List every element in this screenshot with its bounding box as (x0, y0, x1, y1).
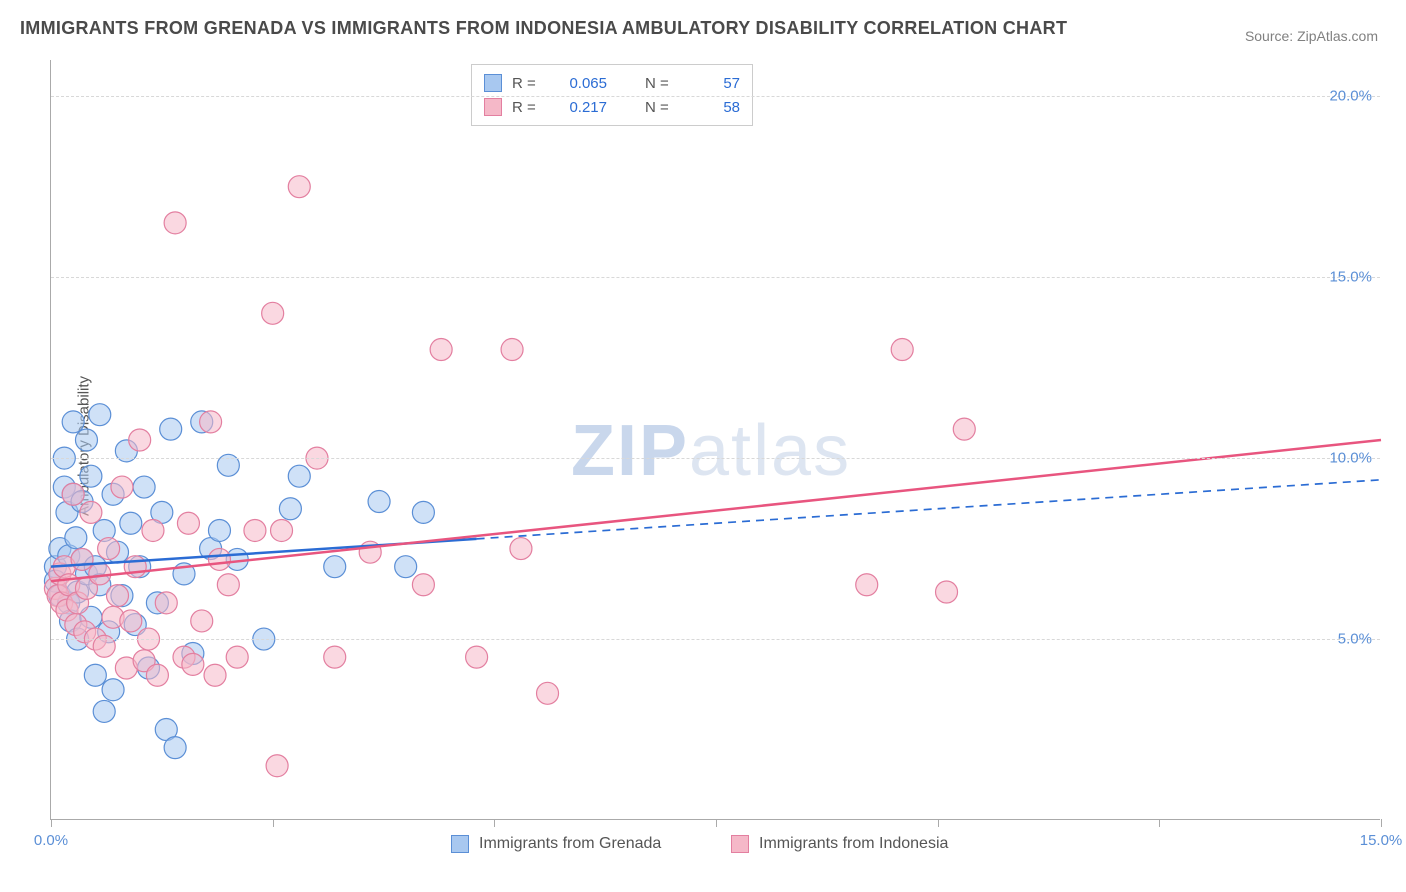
data-point (271, 519, 293, 541)
data-point (368, 491, 390, 513)
data-point (111, 476, 133, 498)
x-tick-label: 15.0% (1360, 832, 1403, 849)
legend-row: R = 0.217 N = 58 (484, 95, 740, 119)
trend-line (51, 440, 1381, 581)
legend-swatch (484, 74, 502, 92)
gridline (51, 458, 1380, 459)
data-point (412, 501, 434, 523)
data-point (133, 476, 155, 498)
data-point (142, 519, 164, 541)
source-text: Source: ZipAtlas.com (1245, 28, 1378, 44)
data-point (501, 339, 523, 361)
data-point (75, 429, 97, 451)
y-tick-label: 5.0% (1338, 631, 1372, 648)
x-tick (494, 819, 495, 827)
data-point (510, 538, 532, 560)
r-value: 0.065 (552, 75, 607, 92)
r-value: 0.217 (552, 99, 607, 116)
x-tick-label: 0.0% (34, 832, 68, 849)
gridline (51, 639, 1380, 640)
data-point (953, 418, 975, 440)
data-point (160, 418, 182, 440)
data-point (65, 527, 87, 549)
data-point (80, 501, 102, 523)
data-point (146, 664, 168, 686)
x-tick (1159, 819, 1160, 827)
x-tick (273, 819, 274, 827)
x-tick (51, 819, 52, 827)
y-tick-label: 10.0% (1329, 450, 1372, 467)
n-label: N = (645, 99, 675, 116)
n-value: 58 (685, 99, 740, 116)
legend-swatch (451, 835, 469, 853)
data-point (537, 682, 559, 704)
x-tick (938, 819, 939, 827)
data-point (191, 610, 213, 632)
data-point (62, 411, 84, 433)
data-point (288, 176, 310, 198)
data-point (324, 556, 346, 578)
data-point (217, 574, 239, 596)
legend-swatch (731, 835, 749, 853)
legend-series-2: Immigrants from Indonesia (731, 835, 948, 853)
y-tick-label: 20.0% (1329, 88, 1372, 105)
data-point (266, 755, 288, 777)
legend-swatch (484, 98, 502, 116)
data-point (98, 538, 120, 560)
data-point (279, 498, 301, 520)
data-point (395, 556, 417, 578)
data-point (204, 664, 226, 686)
data-point (129, 429, 151, 451)
data-point (102, 679, 124, 701)
data-point (120, 512, 142, 534)
data-point (89, 404, 111, 426)
data-point (226, 646, 248, 668)
x-tick (716, 819, 717, 827)
data-point (288, 465, 310, 487)
data-point (324, 646, 346, 668)
data-point (62, 483, 84, 505)
data-point (182, 653, 204, 675)
n-label: N = (645, 75, 675, 92)
plot-svg (51, 60, 1380, 819)
data-point (71, 548, 93, 570)
r-label: R = (512, 75, 542, 92)
data-point (208, 548, 230, 570)
y-tick-label: 15.0% (1329, 269, 1372, 286)
data-point (107, 585, 129, 607)
legend-label: Immigrants from Grenada (479, 835, 661, 853)
data-point (412, 574, 434, 596)
data-point (80, 465, 102, 487)
r-label: R = (512, 99, 542, 116)
legend-series-1: Immigrants from Grenada (451, 835, 661, 853)
data-point (208, 519, 230, 541)
chart-title: IMMIGRANTS FROM GRENADA VS IMMIGRANTS FR… (20, 18, 1067, 39)
gridline (51, 277, 1380, 278)
data-point (124, 556, 146, 578)
n-value: 57 (685, 75, 740, 92)
data-point (200, 411, 222, 433)
data-point (164, 737, 186, 759)
data-point (120, 610, 142, 632)
data-point (262, 302, 284, 324)
data-point (891, 339, 913, 361)
data-point (155, 592, 177, 614)
gridline (51, 96, 1380, 97)
data-point (84, 664, 106, 686)
data-point (177, 512, 199, 534)
data-point (856, 574, 878, 596)
legend-correlation: R = 0.065 N = 57 R = 0.217 N = 58 (471, 64, 753, 126)
legend-row: R = 0.065 N = 57 (484, 71, 740, 95)
data-point (466, 646, 488, 668)
x-tick (1381, 819, 1382, 827)
data-point (93, 700, 115, 722)
data-point (936, 581, 958, 603)
data-point (164, 212, 186, 234)
data-point (244, 519, 266, 541)
data-point (430, 339, 452, 361)
plot-area: ZIPatlas R =0.065N =57R =0.217N =58 Immi… (50, 60, 1380, 820)
legend-label: Immigrants from Indonesia (759, 835, 948, 853)
